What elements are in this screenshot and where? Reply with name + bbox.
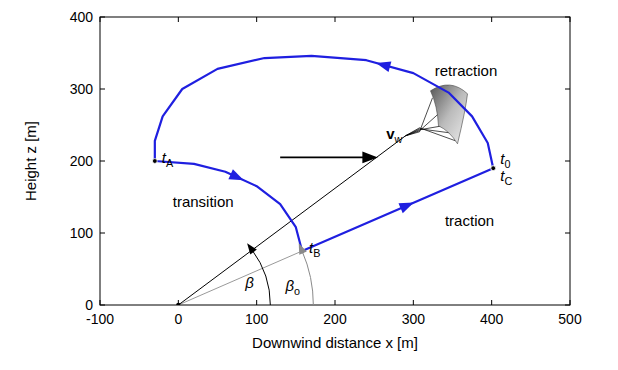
y-tick — [100, 161, 105, 162]
annotations: retractiontransitiontractionvwtAtBt0tC — [162, 62, 513, 259]
y-tick — [100, 17, 105, 18]
direction-arrow — [398, 203, 413, 214]
label-base: β — [244, 274, 254, 291]
angles: ββo — [244, 243, 313, 305]
trajectory-traction — [302, 168, 493, 251]
label-sub: B — [313, 247, 320, 259]
plot-frame — [100, 17, 570, 305]
y-tick — [565, 233, 570, 234]
beta-arc-head — [247, 243, 257, 254]
phase-label: transition — [173, 193, 234, 210]
kite — [406, 85, 468, 144]
label-sub: w — [394, 133, 403, 145]
label-sub: C — [504, 175, 512, 187]
beta-o-label: βo — [285, 277, 301, 297]
plot-area — [152, 56, 495, 305]
x-tick-label: 0 — [174, 311, 182, 327]
beta-o-arc — [302, 251, 313, 305]
trajectory-transition — [155, 161, 302, 251]
x-tick — [335, 300, 336, 305]
wind-label: vw — [386, 125, 402, 145]
event-label: tC — [500, 167, 512, 187]
y-tick — [565, 161, 570, 162]
page: {"chart_data": { "type": "line", "xlabel… — [0, 0, 618, 370]
beta-o-arc-head — [299, 243, 307, 255]
direction-arrow — [228, 169, 243, 180]
y-tick — [565, 89, 570, 90]
x-tick — [570, 17, 571, 22]
x-tick — [178, 17, 179, 22]
x-tick — [100, 17, 101, 22]
x-tick — [570, 300, 571, 305]
y-tick — [100, 305, 105, 306]
bridle-line — [406, 114, 439, 136]
beta-arc — [252, 250, 270, 305]
origin — [176, 303, 180, 305]
y-axis-label: Height z [m] — [22, 121, 39, 201]
y-tick-label: 400 — [70, 9, 94, 25]
label-sub: 0 — [504, 158, 510, 170]
x-tick — [413, 300, 414, 305]
x-axis-label: Downwind distance x [m] — [252, 334, 418, 351]
y-tick — [100, 233, 105, 234]
event-point — [491, 166, 496, 171]
x-tick-label: 400 — [480, 311, 504, 327]
y-tick — [100, 89, 105, 90]
y-tick-label: 0 — [85, 297, 93, 313]
phase-label: traction — [445, 212, 494, 229]
x-tick — [256, 300, 257, 305]
x-tick-label: 300 — [402, 311, 426, 327]
x-tick-label: 500 — [558, 311, 582, 327]
event-label: tB — [309, 239, 320, 259]
wind-vector — [280, 157, 374, 159]
label-sub: o — [294, 285, 300, 297]
y-tick-label: 200 — [70, 153, 94, 169]
x-tick-label: 200 — [323, 311, 347, 327]
x-tick — [491, 300, 492, 305]
y-tick-label: 300 — [70, 81, 94, 97]
figure: -10001002003004005000100200300400Downwin… — [0, 0, 618, 370]
x-tick — [491, 17, 492, 22]
y-tick-label: 100 — [70, 225, 94, 241]
y-tick — [565, 305, 570, 306]
x-tick — [100, 300, 101, 305]
event-label: tA — [162, 149, 174, 169]
x-tick — [256, 17, 257, 22]
x-tick — [413, 17, 414, 22]
x-tick-label: 100 — [245, 311, 269, 327]
event-point — [152, 159, 157, 164]
direction-arrow — [376, 62, 391, 72]
x-tick-label: -100 — [86, 311, 114, 327]
phase-label: retraction — [435, 62, 498, 79]
y-tick — [565, 17, 570, 18]
x-tick — [335, 17, 336, 22]
event-point — [491, 166, 496, 171]
beta-label: β — [244, 274, 254, 291]
label-sub: A — [166, 157, 174, 169]
label-base: β — [285, 277, 295, 294]
wind-arrowhead — [362, 152, 378, 164]
